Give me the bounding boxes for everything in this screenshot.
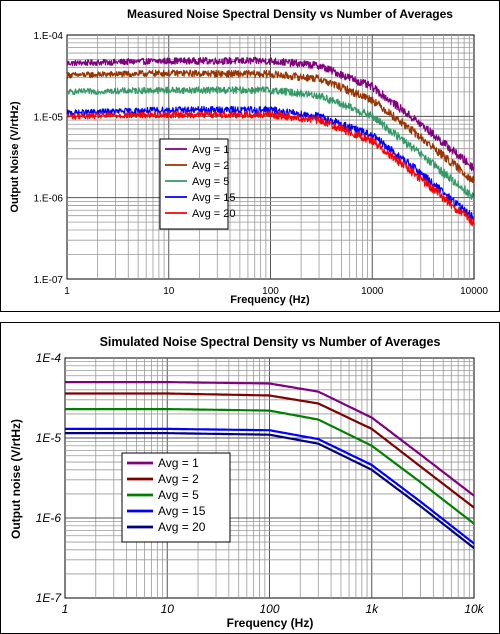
y-tick-label: 1.E-06 bbox=[34, 194, 64, 205]
grid bbox=[65, 358, 474, 598]
simulated-chart-panel: Simulated Noise Spectral Density vs Numb… bbox=[0, 322, 500, 634]
legend-label: Avg = 2 bbox=[158, 472, 199, 486]
x-tick-label: 100 bbox=[262, 286, 279, 297]
series-line-3 bbox=[66, 86, 475, 201]
y-tick-labels: 1.E-04 1.E-05 1.E-06 1.E-07 bbox=[34, 31, 64, 286]
y-tick-label: 1E-6 bbox=[36, 511, 62, 525]
x-tick-label: 10 bbox=[163, 286, 175, 297]
y-tick-label: 1E-7 bbox=[36, 591, 63, 605]
y-tick-label: 1.E-07 bbox=[34, 275, 64, 286]
series-line-2 bbox=[65, 392, 475, 509]
legend: Avg = 1 Avg = 2 Avg = 5 Avg = 15 Avg = 20 bbox=[159, 138, 236, 230]
series-line-5 bbox=[65, 432, 475, 549]
x-axis-label: Frequency (Hz) bbox=[227, 616, 314, 630]
simulated-noise-chart: Simulated Noise Spectral Density vs Numb… bbox=[9, 335, 485, 630]
y-tick-label: 1E-4 bbox=[36, 351, 62, 365]
y-tick-label: 1.E-05 bbox=[34, 112, 64, 123]
y-axis-label: Output Noise (V/rtHz) bbox=[9, 101, 21, 213]
x-tick-label: 1 bbox=[64, 286, 70, 297]
series-line-1 bbox=[66, 56, 475, 173]
y-tick-label: 1.E-04 bbox=[34, 31, 64, 42]
x-tick-label: 1k bbox=[365, 602, 379, 616]
chart-title: Simulated Noise Spectral Density vs Numb… bbox=[100, 335, 441, 349]
series-line-5 bbox=[66, 110, 475, 227]
y-tick-label: 1E-5 bbox=[36, 431, 62, 445]
x-tick-label: 10000 bbox=[460, 286, 488, 297]
legend-label: Avg = 5 bbox=[158, 488, 199, 502]
series-line-2 bbox=[66, 69, 475, 185]
x-tick-label: 10k bbox=[464, 602, 484, 616]
legend-label: Avg = 20 bbox=[192, 208, 236, 220]
series-line-4 bbox=[65, 427, 475, 545]
legend-label: Avg = 2 bbox=[192, 160, 229, 172]
x-axis-label: Frequency (Hz) bbox=[230, 294, 310, 306]
series-group bbox=[66, 56, 475, 227]
x-tick-label: 100 bbox=[259, 602, 279, 616]
y-tick-labels: 1E-4 1E-5 1E-6 1E-7 bbox=[36, 351, 63, 605]
x-tick-labels: 1 10 100 1k 10k bbox=[62, 602, 485, 616]
legend: Avg = 1 Avg = 2 Avg = 5 Avg = 15 Avg = 20 bbox=[121, 452, 231, 543]
x-tick-label: 1 bbox=[62, 602, 69, 616]
measured-noise-chart: Measured Noise Spectral Density vs Numbe… bbox=[9, 7, 488, 306]
legend-label: Avg = 1 bbox=[192, 144, 229, 156]
legend-label: Avg = 1 bbox=[158, 456, 199, 470]
y-axis-label: Output noise (V/rtHz) bbox=[9, 419, 23, 539]
legend-label: Avg = 20 bbox=[158, 520, 206, 534]
legend-label: Avg = 15 bbox=[158, 504, 206, 518]
series-group bbox=[65, 381, 475, 549]
series-line-3 bbox=[65, 408, 475, 525]
x-tick-label: 10 bbox=[161, 602, 175, 616]
x-tick-labels: 1 10 100 1000 10000 bbox=[64, 286, 488, 297]
measured-chart-panel: Measured Noise Spectral Density vs Numbe… bbox=[0, 0, 500, 312]
legend-label: Avg = 5 bbox=[192, 176, 229, 188]
x-tick-label: 1000 bbox=[361, 286, 384, 297]
chart-title: Measured Noise Spectral Density vs Numbe… bbox=[127, 7, 453, 21]
series-line-1 bbox=[65, 381, 475, 497]
legend-box bbox=[159, 138, 229, 230]
legend-label: Avg = 15 bbox=[192, 192, 236, 204]
